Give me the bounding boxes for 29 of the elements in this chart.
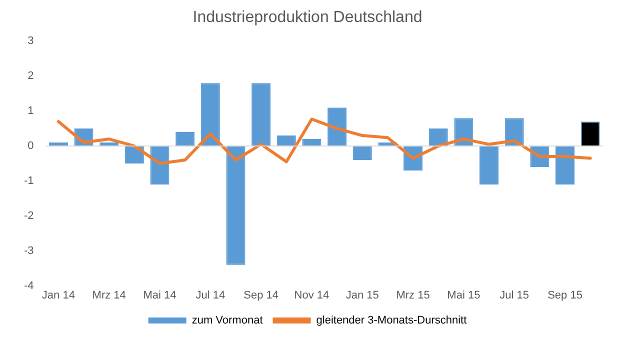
bar: [302, 139, 322, 146]
chart-title: Industrieproduktion Deutschland: [192, 9, 422, 26]
x-tick-label: Jan 14: [42, 289, 75, 302]
bar: [200, 83, 220, 146]
x-tick-label: Jul 14: [196, 289, 226, 302]
x-tick-label: Mai 15: [447, 289, 480, 302]
y-tick-label: -3: [24, 244, 34, 257]
y-tick-label: 2: [28, 70, 34, 82]
y-tick-label: -1: [24, 175, 34, 188]
bar: [276, 136, 296, 146]
y-tick-label: -2: [24, 210, 34, 222]
x-tick-label: Jul 15: [500, 289, 530, 302]
x-tick-label: Jan 15: [346, 289, 379, 302]
y-tick-label: 3: [28, 35, 34, 48]
x-tick-label: Nov 14: [294, 289, 330, 302]
bar: [226, 146, 246, 265]
y-tick-label: 0: [28, 140, 34, 152]
y-tick-label: -4: [24, 280, 34, 292]
bar: [556, 146, 575, 184]
x-tick-label: Mai 14: [143, 289, 176, 302]
x-tick-label: Mrz 15: [396, 289, 430, 302]
x-tick-label: Sep 14: [244, 289, 279, 302]
y-tick-label: 1: [28, 105, 34, 118]
x-tick-label: Sep 15: [548, 289, 582, 302]
legend-label: gleitender 3-Monats-Durschnitt: [316, 314, 467, 327]
legend-label: zum Vormonat: [192, 314, 263, 327]
bar: [480, 146, 499, 184]
x-tick-label: Mrz 14: [92, 289, 126, 302]
bar: [252, 83, 271, 146]
